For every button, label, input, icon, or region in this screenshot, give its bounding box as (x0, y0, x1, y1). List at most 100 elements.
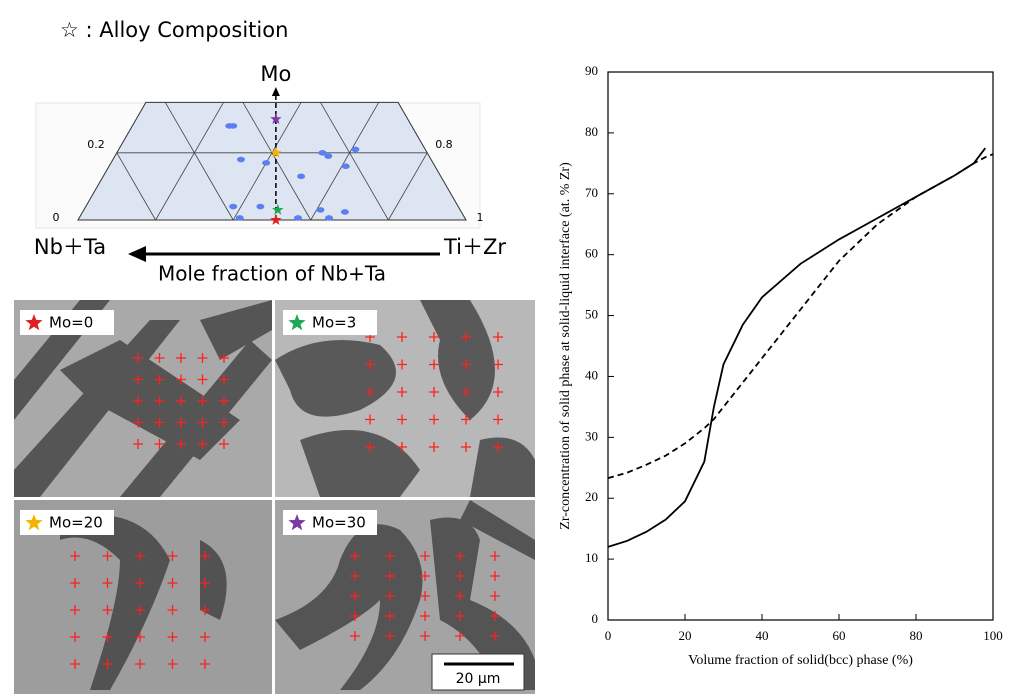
x-tick-label: 60 (833, 628, 846, 643)
cross (365, 387, 375, 397)
y-tick-label: 0 (592, 611, 599, 626)
cross (197, 439, 208, 449)
y-tick-label: 60 (585, 246, 598, 261)
cross (397, 414, 407, 425)
grid-line (155, 102, 224, 221)
panel-star (25, 514, 43, 531)
label-band (14, 229, 520, 293)
cross (167, 659, 178, 669)
cross (200, 659, 210, 669)
cross (154, 353, 165, 363)
y-tick-label: 80 (585, 124, 598, 139)
cross (493, 387, 503, 397)
cross (385, 551, 395, 561)
cross (154, 417, 165, 428)
composition-point (236, 156, 245, 163)
y-tick-label: 70 (585, 185, 598, 200)
cross (135, 551, 145, 561)
cross (461, 442, 471, 452)
y-tick-label: 90 (585, 63, 598, 78)
cross (219, 417, 229, 428)
cross (70, 551, 80, 561)
cross (461, 359, 471, 370)
cross (133, 353, 143, 363)
cross (420, 551, 430, 561)
cross (135, 659, 145, 669)
grid-line (164, 102, 234, 221)
ternary-area (77, 101, 467, 221)
composition-point (318, 149, 327, 156)
cross (219, 353, 229, 363)
axis-label: Mole fraction of Nb+Ta (158, 262, 386, 286)
top-label: Mo (260, 62, 291, 86)
grid-line (242, 102, 312, 221)
left-tick-label: 0.2 (87, 138, 105, 151)
cross (167, 551, 178, 561)
cross (102, 659, 113, 669)
cross (429, 359, 439, 370)
cross (493, 332, 503, 342)
cross (365, 414, 375, 425)
cross (397, 332, 407, 342)
left-label: Nb＋Ta (34, 235, 106, 259)
cross (102, 605, 113, 615)
cross (385, 571, 395, 581)
composition-point (256, 203, 265, 210)
composition-point (293, 215, 302, 221)
cross (420, 631, 430, 641)
cross (176, 374, 186, 385)
composition-point (229, 123, 238, 129)
cross (350, 611, 360, 621)
composition-point (341, 163, 350, 170)
y-tick-label: 50 (585, 307, 598, 322)
cross (70, 605, 80, 615)
cross (219, 374, 229, 385)
cross (197, 353, 208, 363)
x-tick-label: 40 (756, 628, 769, 643)
cross (176, 396, 186, 406)
cross (167, 632, 178, 642)
cross (461, 414, 471, 425)
cross (133, 374, 143, 385)
corner-label: 0 (53, 211, 60, 224)
cross (135, 578, 145, 588)
cross (350, 551, 360, 561)
cross (154, 439, 165, 449)
y-tick-label: 30 (585, 428, 598, 443)
composition-point (262, 160, 271, 166)
cross (490, 611, 500, 621)
y-axis-title: Zr-concentration of solid phase at solid… (558, 162, 573, 530)
composition-point (316, 207, 325, 213)
panel-star (25, 314, 43, 331)
composition-point (235, 215, 244, 221)
mo-arrow (271, 87, 280, 96)
panel-label: Mo=30 (312, 514, 366, 532)
grid-line (388, 152, 428, 221)
cross (455, 551, 465, 561)
cross (167, 605, 178, 615)
cross (397, 442, 407, 452)
cross (397, 359, 407, 370)
x-tick-label: 20 (679, 628, 692, 643)
right-tick-label: 0.8 (435, 138, 453, 151)
cross (197, 374, 208, 385)
cross (490, 591, 500, 601)
composition-point (229, 203, 238, 210)
cross (385, 631, 395, 641)
cross (102, 632, 113, 642)
cross (133, 396, 143, 406)
y-tick-label: 20 (585, 489, 598, 504)
series-line (607, 147, 987, 548)
cross (493, 359, 503, 370)
panel-label: Mo=20 (49, 514, 103, 532)
line-chart: 0 10 20 30 40 50 60 70 80 90 0 20 40 60 80 100 Volume fr… (558, 63, 1003, 668)
scale-bar-box (431, 653, 525, 691)
composition-point (351, 146, 360, 153)
cross (167, 578, 178, 588)
cross (350, 591, 360, 601)
cross (429, 387, 439, 397)
cross (365, 442, 375, 452)
cross (102, 578, 113, 588)
grid-line (116, 152, 156, 221)
